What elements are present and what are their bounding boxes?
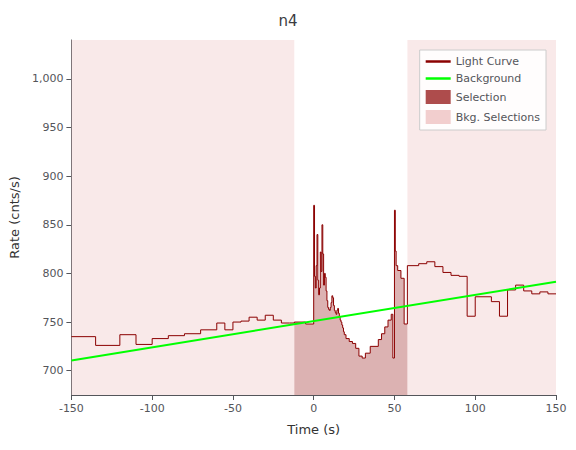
svg-text:700: 700 [42,364,63,377]
svg-text:100: 100 [465,402,486,415]
svg-text:900: 900 [42,170,63,183]
svg-text:n4: n4 [278,12,297,30]
svg-text:850: 850 [42,218,63,231]
svg-text:50: 50 [387,402,401,415]
svg-text:0: 0 [310,402,317,415]
svg-text:950: 950 [42,121,63,134]
svg-text:800: 800 [42,267,63,280]
svg-text:750: 750 [42,316,63,329]
svg-text:Bkg. Selections: Bkg. Selections [456,111,541,124]
svg-text:-150: -150 [59,402,84,415]
svg-text:1,000: 1,000 [32,72,64,85]
svg-text:-50: -50 [224,402,242,415]
svg-text:Time (s): Time (s) [286,422,340,437]
svg-text:-100: -100 [140,402,165,415]
svg-text:Background: Background [456,72,522,85]
svg-text:Light Curve: Light Curve [456,55,520,68]
svg-text:150: 150 [546,402,567,415]
svg-text:Rate (cnts/s): Rate (cnts/s) [7,176,22,259]
svg-text:Selection: Selection [456,91,507,104]
